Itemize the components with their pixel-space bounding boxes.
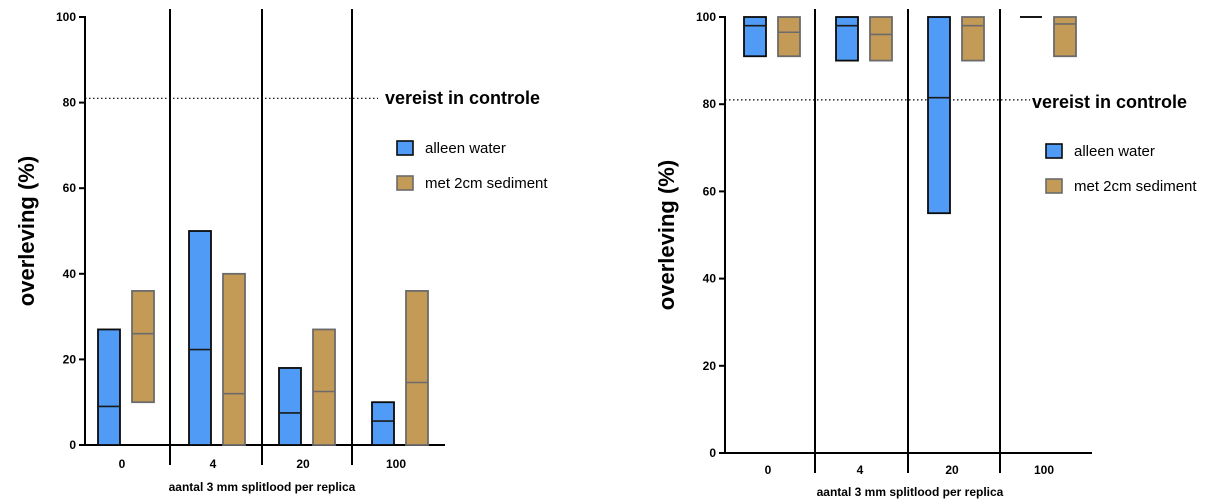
- x-tick-label: 4: [857, 463, 864, 477]
- y-tick-label: 0: [709, 446, 716, 460]
- y-axis-title: overleving (%): [654, 160, 679, 310]
- bar-alleen-water: [927, 16, 951, 215]
- bar-met-sediment: [777, 16, 801, 58]
- bar-met-sediment: [869, 16, 893, 62]
- y-tick-label: 40: [63, 267, 77, 281]
- legend-swatch: [396, 175, 414, 191]
- legend-swatch: [396, 140, 414, 156]
- bar-met-sediment: [1053, 16, 1077, 58]
- legend-label: alleen water: [1074, 143, 1155, 160]
- y-tick-label: 20: [703, 359, 717, 373]
- y-tick-label: 20: [63, 352, 77, 366]
- bar-alleen-water: [371, 401, 395, 446]
- bar-met-sediment: [961, 16, 985, 62]
- bar-alleen-water: [97, 328, 121, 446]
- bar-met-sediment: [312, 328, 336, 446]
- reference-line-label: vereist in controle: [1032, 92, 1187, 112]
- y-tick-label: 0: [69, 438, 76, 452]
- x-tick-label: 0: [765, 463, 772, 477]
- x-axis-title: aantal 3 mm splitlood per replica: [817, 485, 1004, 499]
- x-tick-label: 100: [1034, 463, 1054, 477]
- y-tick-label: 80: [703, 97, 717, 111]
- bar-alleen-water: [835, 16, 859, 62]
- y-tick-label: 40: [703, 272, 717, 286]
- legend-swatch: [1045, 178, 1063, 194]
- legend-swatch: [1045, 143, 1063, 159]
- x-tick-label: 20: [296, 457, 310, 471]
- x-tick-label: 4: [210, 457, 217, 471]
- y-tick-label: 60: [63, 181, 77, 195]
- x-axis-title: aantal 3 mm splitlood per replica: [169, 480, 356, 494]
- bar-alleen-water: [278, 367, 302, 446]
- y-tick-label: 60: [703, 184, 717, 198]
- legend-label: met 2cm sediment: [1074, 178, 1197, 195]
- bar-alleen-water: [743, 16, 767, 58]
- y-tick-label: 100: [696, 10, 716, 24]
- bar-met-sediment: [405, 290, 429, 446]
- legend-label: met 2cm sediment: [425, 175, 548, 192]
- x-tick-label: 20: [945, 463, 959, 477]
- y-axis-title: overleving (%): [14, 156, 39, 306]
- bar-alleen-water: [188, 230, 212, 446]
- legend-label: alleen water: [425, 140, 506, 157]
- x-tick-label: 100: [386, 457, 406, 471]
- bar-met-sediment: [131, 290, 155, 404]
- bar-met-sediment: [222, 272, 246, 446]
- y-tick-label: 100: [56, 10, 76, 24]
- x-tick-label: 0: [119, 457, 126, 471]
- reference-line-label: vereist in controle: [385, 88, 540, 108]
- y-tick-label: 80: [63, 96, 77, 110]
